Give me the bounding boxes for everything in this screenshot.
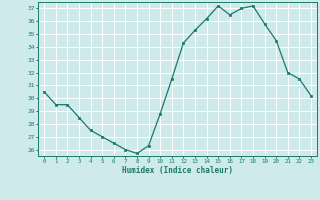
X-axis label: Humidex (Indice chaleur): Humidex (Indice chaleur): [122, 166, 233, 175]
